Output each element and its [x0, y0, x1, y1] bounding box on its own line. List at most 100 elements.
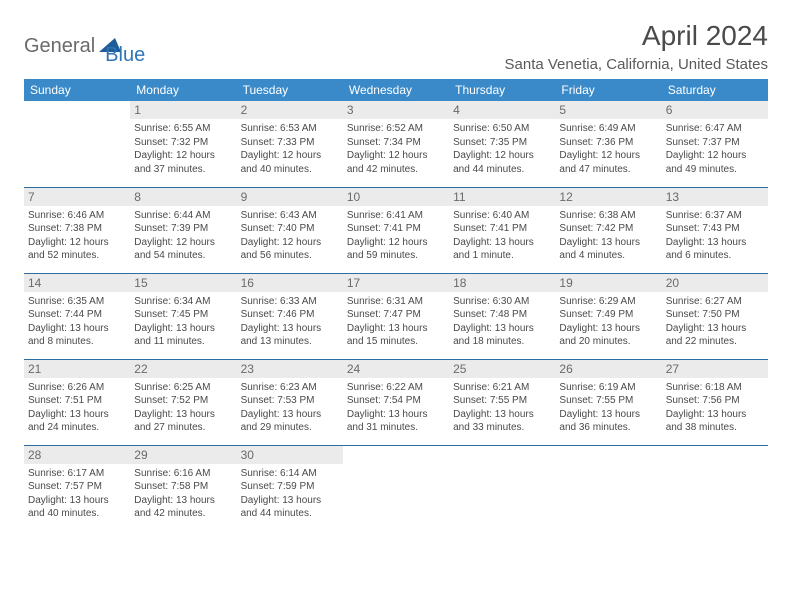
- day-detail-line: Sunrise: 6:17 AM: [28, 467, 126, 481]
- day-number: 1: [130, 101, 236, 119]
- calendar-empty-cell: [343, 445, 449, 531]
- logo-text-blue: Blue: [105, 44, 145, 67]
- logo-text-general: General: [24, 35, 95, 58]
- title-block: April 2024 Santa Venetia, California, Un…: [505, 20, 769, 73]
- day-detail-line: and 27 minutes.: [134, 421, 232, 435]
- day-detail-line: Daylight: 13 hours: [453, 408, 551, 422]
- day-detail-line: Sunset: 7:34 PM: [347, 136, 445, 150]
- day-detail-line: Sunset: 7:52 PM: [134, 394, 232, 408]
- day-detail-line: and 38 minutes.: [666, 421, 764, 435]
- day-header-row: SundayMondayTuesdayWednesdayThursdayFrid…: [24, 79, 768, 101]
- location-text: Santa Venetia, California, United States: [505, 56, 769, 73]
- day-detail-line: Sunrise: 6:46 AM: [28, 209, 126, 223]
- day-detail-line: Sunset: 7:32 PM: [134, 136, 232, 150]
- day-detail-line: Sunset: 7:39 PM: [134, 222, 232, 236]
- calendar-day-cell: 2Sunrise: 6:53 AMSunset: 7:33 PMDaylight…: [237, 101, 343, 187]
- day-number: 23: [237, 360, 343, 378]
- day-detail-line: Sunrise: 6:33 AM: [241, 295, 339, 309]
- day-detail-line: Sunset: 7:54 PM: [347, 394, 445, 408]
- day-detail-line: Sunrise: 6:38 AM: [559, 209, 657, 223]
- day-detail-line: and 42 minutes.: [134, 507, 232, 521]
- day-detail-line: and 15 minutes.: [347, 335, 445, 349]
- calendar-body: 1 Sunrise: 6:55 AMSunset: 7:32 PM Daylight…: [24, 101, 768, 531]
- day-detail-line: Sunrise: 6:41 AM: [347, 209, 445, 223]
- calendar-day-cell: 21Sunrise: 6:26 AMSunset: 7:51 PMDayligh…: [24, 359, 130, 445]
- day-detail-line: and 49 minutes.: [666, 163, 764, 177]
- day-detail-line: Daylight: 13 hours: [666, 408, 764, 422]
- day-detail-line: Sunset: 7:51 PM: [28, 394, 126, 408]
- day-detail-line: Sunrise: 6:19 AM: [559, 381, 657, 395]
- day-detail-line: and 1 minute.: [453, 249, 551, 263]
- day-detail-line: and 8 minutes.: [28, 335, 126, 349]
- day-number: 15: [130, 274, 236, 292]
- day-detail-line: and 44 minutes.: [453, 163, 551, 177]
- day-number: 12: [555, 188, 661, 206]
- calendar-day-cell: 9Sunrise: 6:43 AMSunset: 7:40 PMDaylight…: [237, 187, 343, 273]
- calendar-day-cell: 17Sunrise: 6:31 AMSunset: 7:47 PMDayligh…: [343, 273, 449, 359]
- day-number: 22: [130, 360, 236, 378]
- calendar-empty-cell: [555, 445, 661, 531]
- calendar-empty-cell: [662, 445, 768, 531]
- calendar-day-cell: 1Sunrise: 6:55 AMSunset: 7:32 PMDaylight…: [130, 101, 236, 187]
- day-detail-line: and 40 minutes.: [28, 507, 126, 521]
- day-number: 30: [237, 446, 343, 464]
- day-detail-line: Sunset: 7:47 PM: [347, 308, 445, 322]
- day-detail-line: and 40 minutes.: [241, 163, 339, 177]
- day-detail-line: Sunrise: 6:34 AM: [134, 295, 232, 309]
- day-number: 28: [24, 446, 130, 464]
- day-detail-line: Sunset: 7:41 PM: [347, 222, 445, 236]
- day-detail-line: Sunrise: 6:14 AM: [241, 467, 339, 481]
- day-detail-line: Sunrise: 6:50 AM: [453, 122, 551, 136]
- calendar-day-cell: 25Sunrise: 6:21 AMSunset: 7:55 PMDayligh…: [449, 359, 555, 445]
- day-detail-line: and 13 minutes.: [241, 335, 339, 349]
- day-detail-line: Sunset: 7:42 PM: [559, 222, 657, 236]
- calendar-day-cell: 16Sunrise: 6:33 AMSunset: 7:46 PMDayligh…: [237, 273, 343, 359]
- day-number: 21: [24, 360, 130, 378]
- day-detail-line: Daylight: 12 hours: [28, 236, 126, 250]
- calendar-day-cell: 26Sunrise: 6:19 AMSunset: 7:55 PMDayligh…: [555, 359, 661, 445]
- day-detail-line: Sunset: 7:56 PM: [666, 394, 764, 408]
- day-number: 25: [449, 360, 555, 378]
- day-detail-line: Sunrise: 6:37 AM: [666, 209, 764, 223]
- day-detail-line: Daylight: 12 hours: [134, 236, 232, 250]
- day-detail-line: Sunrise: 6:55 AM: [134, 122, 232, 136]
- day-detail-line: Sunrise: 6:25 AM: [134, 381, 232, 395]
- calendar-day-cell: 20Sunrise: 6:27 AMSunset: 7:50 PMDayligh…: [662, 273, 768, 359]
- day-detail-line: and 6 minutes.: [666, 249, 764, 263]
- day-detail-line: and 42 minutes.: [347, 163, 445, 177]
- day-number-empty: [24, 101, 130, 119]
- day-detail-line: Daylight: 13 hours: [134, 408, 232, 422]
- day-detail-line: Daylight: 13 hours: [241, 494, 339, 508]
- day-detail-line: and 37 minutes.: [134, 163, 232, 177]
- day-detail-line: and 24 minutes.: [28, 421, 126, 435]
- day-detail-line: Sunset: 7:45 PM: [134, 308, 232, 322]
- day-header: Monday: [130, 79, 236, 101]
- calendar-day-cell: 12Sunrise: 6:38 AMSunset: 7:42 PMDayligh…: [555, 187, 661, 273]
- day-detail-line: Sunrise: 6:52 AM: [347, 122, 445, 136]
- day-detail-line: Sunrise: 6:53 AM: [241, 122, 339, 136]
- day-detail-line: Sunrise: 6:49 AM: [559, 122, 657, 136]
- day-detail-line: Sunset: 7:49 PM: [559, 308, 657, 322]
- day-detail-line: Daylight: 13 hours: [134, 494, 232, 508]
- day-detail-line: and 11 minutes.: [134, 335, 232, 349]
- day-detail-line: Sunset: 7:44 PM: [28, 308, 126, 322]
- day-detail-line: Sunrise: 6:16 AM: [134, 467, 232, 481]
- day-detail-line: and 4 minutes.: [559, 249, 657, 263]
- day-detail-line: and 59 minutes.: [347, 249, 445, 263]
- calendar-week-row: 21Sunrise: 6:26 AMSunset: 7:51 PMDayligh…: [24, 359, 768, 445]
- day-detail-line: and 56 minutes.: [241, 249, 339, 263]
- day-detail-line: Daylight: 13 hours: [666, 322, 764, 336]
- day-number: 13: [662, 188, 768, 206]
- calendar-empty-cell: [24, 101, 130, 187]
- day-detail-line: Sunrise: 6:31 AM: [347, 295, 445, 309]
- day-detail-line: Daylight: 12 hours: [347, 149, 445, 163]
- day-detail-line: Sunset: 7:50 PM: [666, 308, 764, 322]
- calendar-week-row: 1 Sunrise: 6:55 AMSunset: 7:32 PM Daylight…: [24, 101, 768, 187]
- day-detail-line: Daylight: 13 hours: [347, 322, 445, 336]
- calendar-day-cell: 10Sunrise: 6:41 AMSunset: 7:41 PMDayligh…: [343, 187, 449, 273]
- day-number: 3: [343, 101, 449, 119]
- calendar-empty-cell: [449, 445, 555, 531]
- calendar-day-cell: 7Sunrise: 6:46 AMSunset: 7:38 PMDaylight…: [24, 187, 130, 273]
- day-number: 18: [449, 274, 555, 292]
- day-number: 14: [24, 274, 130, 292]
